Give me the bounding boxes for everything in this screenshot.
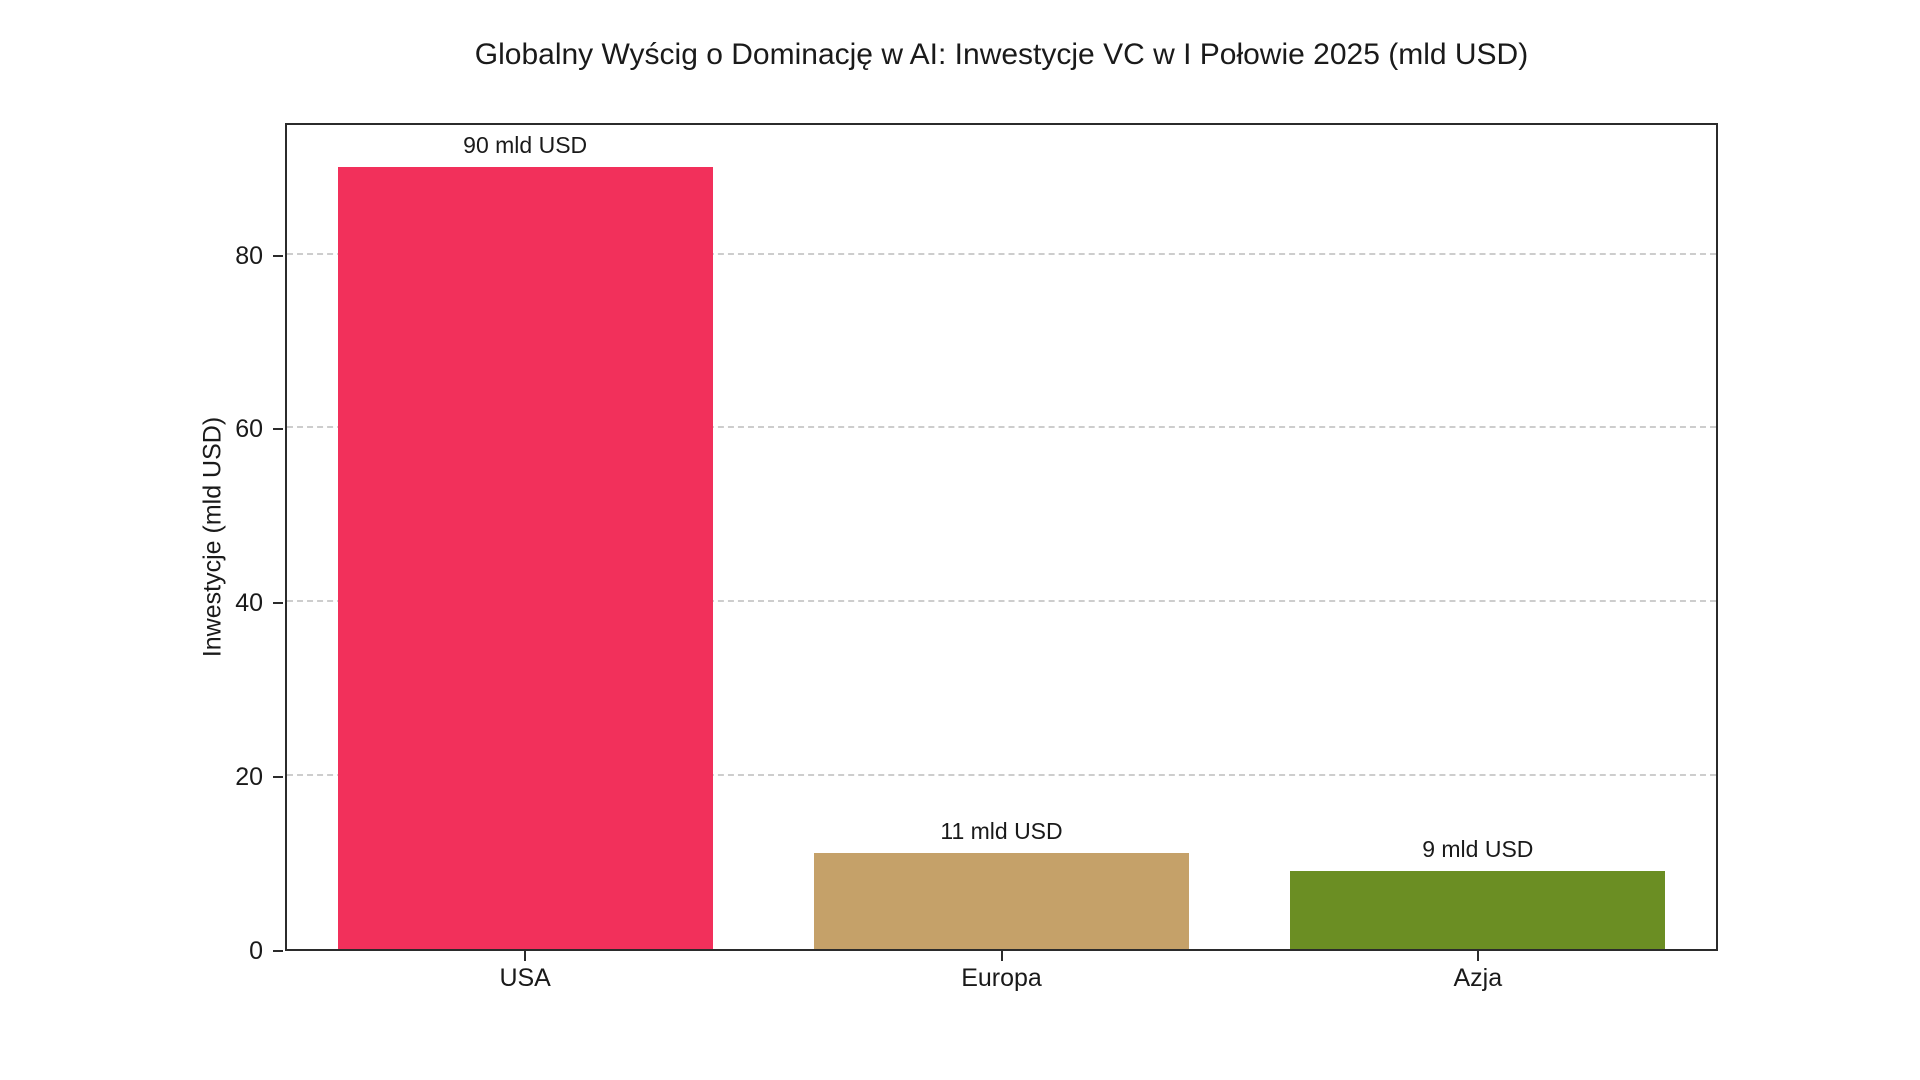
bar-value-label-azja: 9 mld USD <box>1422 835 1534 862</box>
y-tick-mark-80 <box>273 254 283 257</box>
x-tick-label-usa: USA <box>499 964 551 992</box>
plot-area: 90 mld USD 11 mld USD 9 mld USD <box>285 123 1718 951</box>
y-tick-mark-40 <box>273 602 283 605</box>
x-tick-label-europa: Europa <box>961 964 1042 992</box>
x-tick-mark-azja <box>1476 951 1479 961</box>
gridline-60 <box>287 426 1716 429</box>
x-tick-label-azja: Azja <box>1453 964 1503 992</box>
gridline-80 <box>287 252 1716 255</box>
y-tick-mark-0 <box>273 950 283 952</box>
chart-title: Globalny Wyścig o Dominację w AI: Inwest… <box>474 38 1529 71</box>
bar-usa <box>337 166 713 949</box>
y-tick-mark-20 <box>273 776 283 779</box>
y-tick-label-0: 0 <box>249 937 263 965</box>
y-tick-label-80: 80 <box>235 241 263 270</box>
bar-value-label-usa: 90 mld USD <box>463 131 588 158</box>
bar-europa <box>814 853 1189 949</box>
gridline-20 <box>287 774 1716 777</box>
y-tick-mark-60 <box>273 428 283 431</box>
x-tick-mark-europa <box>1000 951 1003 961</box>
x-tick-mark-usa <box>524 951 527 961</box>
y-axis-label: Inwestycje (mld USD) <box>198 416 227 658</box>
y-tick-label-20: 20 <box>235 763 263 792</box>
bar-azja <box>1290 870 1666 949</box>
bar-value-label-europa: 11 mld USD <box>940 818 1063 845</box>
gridline-40 <box>287 600 1716 603</box>
